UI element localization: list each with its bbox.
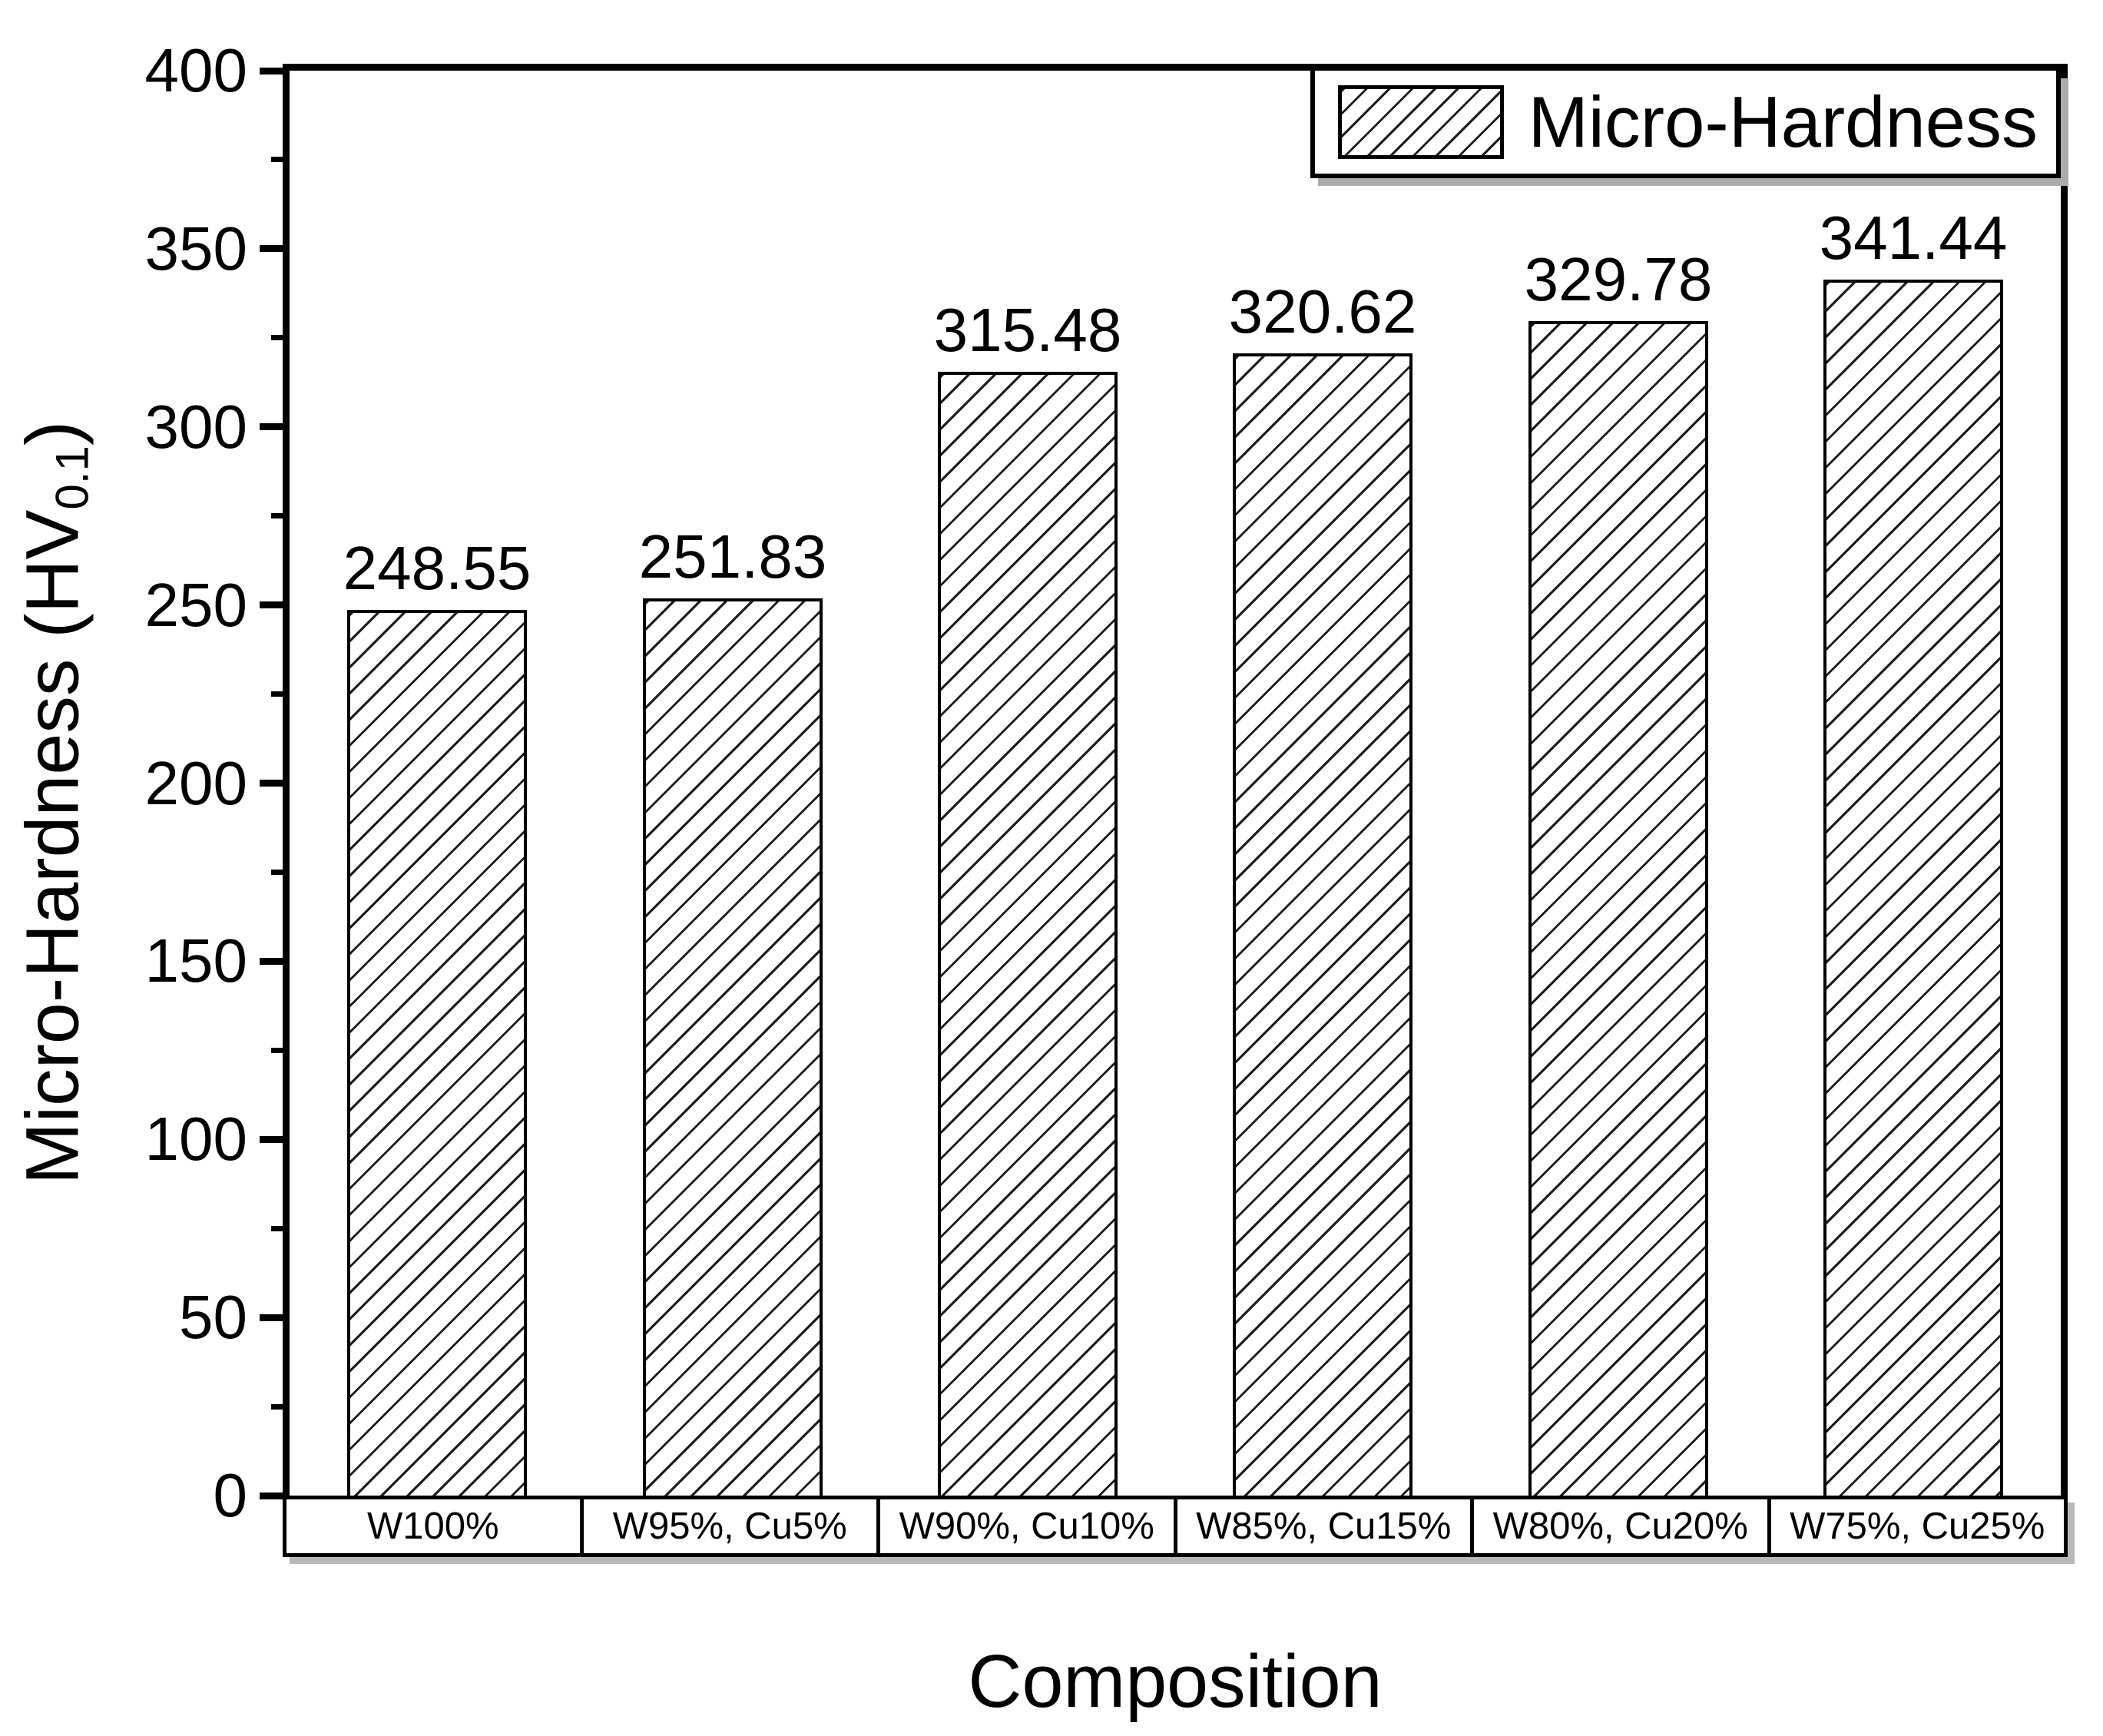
plot-area: Micro-Hardness 0 50 100 150 200 250 300 350 400 2… bbox=[145, 40, 2068, 1526]
y-major-tick bbox=[260, 67, 283, 75]
bar-1 bbox=[347, 610, 527, 1496]
category-cell: W85%, Cu15% bbox=[1173, 1496, 1474, 1557]
category-label: W95%, Cu5% bbox=[612, 1505, 847, 1547]
y-minor-tick bbox=[271, 1047, 283, 1053]
legend-hatch-swatch bbox=[1337, 85, 1504, 159]
y-major-tick bbox=[260, 1492, 283, 1499]
y-minor-tick bbox=[271, 513, 283, 519]
y-major-tick bbox=[260, 245, 283, 253]
bar-value-label: 329.78 bbox=[1524, 245, 1713, 313]
category-label: W80%, Cu20% bbox=[1492, 1505, 1748, 1547]
y-minor-tick bbox=[271, 869, 283, 875]
y-major-tick bbox=[260, 957, 283, 965]
y-minor-tick bbox=[271, 335, 283, 341]
y-major-tick bbox=[260, 601, 283, 609]
category-cell: W80%, Cu20% bbox=[1470, 1496, 1771, 1557]
bar-3 bbox=[938, 372, 1118, 1496]
category-cell: W95%, Cu5% bbox=[579, 1496, 880, 1557]
y-major-tick bbox=[260, 780, 283, 787]
bar-value-label: 341.44 bbox=[1819, 204, 2008, 272]
bar-5 bbox=[1528, 321, 1708, 1496]
y-minor-tick bbox=[271, 1403, 283, 1410]
legend: Micro-Hardness bbox=[1310, 71, 2061, 178]
y-minor-tick bbox=[271, 691, 283, 697]
category-label: W75%, Cu25% bbox=[1790, 1505, 2045, 1547]
legend-label: Micro-Hardness bbox=[1528, 81, 2038, 162]
y-major-tick bbox=[260, 1135, 283, 1143]
y-tick-label: 50 bbox=[179, 1283, 247, 1352]
y-tick-label: 300 bbox=[144, 392, 247, 461]
y-tick-label: 150 bbox=[144, 926, 247, 996]
y-major-tick bbox=[260, 423, 283, 431]
x-axis-title: Composition bbox=[968, 1639, 1383, 1723]
y-tick-label: 100 bbox=[144, 1105, 247, 1174]
y-minor-tick bbox=[271, 1225, 283, 1231]
category-cell: W100% bbox=[283, 1496, 584, 1557]
y-tick-label: 250 bbox=[144, 570, 247, 639]
bar-4 bbox=[1233, 353, 1412, 1496]
category-label: W85%, Cu15% bbox=[1196, 1505, 1452, 1547]
category-cell: W75%, Cu25% bbox=[1767, 1496, 2068, 1557]
y-major-tick bbox=[260, 1314, 283, 1321]
category-label: W100% bbox=[366, 1505, 499, 1547]
bar-value-label: 320.62 bbox=[1228, 277, 1417, 346]
bar-6 bbox=[1823, 280, 2003, 1496]
category-cell: W90%, Cu10% bbox=[876, 1496, 1177, 1557]
category-label: W90%, Cu10% bbox=[899, 1505, 1154, 1547]
bar-value-label: 251.83 bbox=[638, 522, 827, 591]
bar-value-label: 315.48 bbox=[933, 296, 1122, 364]
y-tick-label: 350 bbox=[144, 214, 247, 283]
y-tick-label: 0 bbox=[213, 1461, 248, 1529]
x-axis-category-row: W100% W95%, Cu5% W90%, Cu10% W85%, Cu15% W80… bbox=[283, 1496, 2068, 1557]
y-minor-tick bbox=[271, 157, 283, 163]
y-tick-label: 200 bbox=[144, 748, 247, 817]
bar-2 bbox=[643, 598, 823, 1496]
bar-value-label: 248.55 bbox=[343, 534, 532, 602]
y-tick-label: 400 bbox=[144, 36, 247, 104]
